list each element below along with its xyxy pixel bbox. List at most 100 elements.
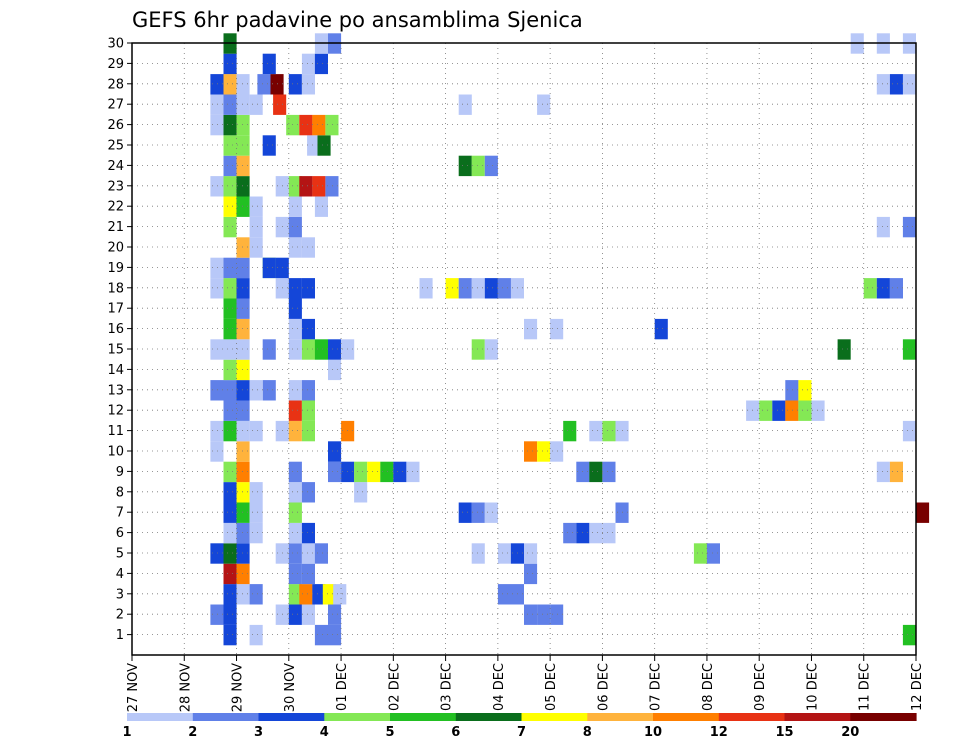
heat-cell (223, 461, 237, 483)
y-tick-label: 22 (107, 200, 124, 215)
heat-cell (288, 522, 302, 544)
heat-cell (236, 420, 250, 442)
heat-cell (902, 74, 916, 95)
heat-cell (223, 114, 237, 136)
heat-cell (236, 94, 250, 115)
heatmap-cells (210, 33, 930, 646)
heat-cell (223, 135, 237, 156)
heat-cell (223, 380, 237, 401)
y-tick-label: 21 (107, 220, 124, 235)
heat-cell (288, 237, 302, 258)
heat-cell (484, 155, 498, 177)
heat-cell (497, 278, 511, 299)
x-tick-label: 04 DEC (492, 663, 507, 711)
heat-cell (902, 420, 916, 442)
heat-cell (301, 318, 315, 340)
heat-cell (550, 441, 564, 462)
heat-cell (223, 400, 237, 421)
y-tick-label: 27 (107, 98, 124, 113)
heat-cell (341, 461, 355, 483)
heat-cell (380, 461, 394, 483)
heat-cell (249, 522, 263, 544)
heat-cell (249, 196, 263, 217)
heat-cell (876, 216, 890, 238)
colorbar-swatch (718, 713, 786, 721)
heat-cell (210, 420, 224, 442)
heat-cell (328, 624, 342, 646)
heat-cell (299, 114, 313, 136)
heat-cell (288, 298, 302, 319)
heat-cell (301, 604, 315, 625)
x-tick-label: 07 DEC (649, 663, 664, 711)
heat-cell (654, 318, 668, 340)
heat-cell (210, 543, 224, 564)
heat-cell (249, 237, 263, 258)
heat-cell (223, 176, 237, 197)
x-tick-label: 03 DEC (440, 663, 455, 711)
heat-cell (236, 298, 250, 319)
heat-cell (341, 339, 355, 360)
heat-cell (236, 74, 250, 95)
heat-cell (210, 176, 224, 197)
heat-cell (484, 502, 498, 523)
heat-cell (589, 461, 603, 483)
heat-cell (210, 380, 224, 401)
heat-cell (223, 624, 237, 646)
heat-cell (325, 114, 339, 136)
heat-cell (236, 461, 250, 483)
heat-cell (589, 522, 603, 544)
heat-cell (210, 339, 224, 360)
heat-cell (223, 298, 237, 319)
heat-cell (288, 74, 302, 95)
heat-cell (236, 196, 250, 217)
heat-cell (314, 339, 328, 360)
heat-cell (312, 176, 326, 197)
heat-cell (301, 563, 315, 585)
heat-cell (524, 318, 538, 340)
colorbar-swatch (784, 713, 851, 721)
heat-cell (236, 563, 250, 585)
colorbar-swatch (127, 713, 194, 721)
y-tick-label: 1 (116, 628, 124, 643)
heat-cell (785, 400, 799, 421)
heat-cell (210, 114, 224, 136)
heat-cell (811, 400, 825, 421)
heat-cell (288, 461, 302, 483)
x-tick-label: 01 DEC (335, 663, 350, 711)
heat-cell (223, 543, 237, 564)
heat-cell (299, 584, 313, 605)
y-tick-label: 26 (107, 118, 124, 133)
heat-cell (236, 543, 250, 564)
colorbar-label: 8 (583, 725, 592, 740)
heat-cell (223, 196, 237, 217)
x-tick-label: 30 NOV (283, 663, 298, 712)
heat-cell (223, 482, 237, 503)
heat-cell (328, 604, 342, 625)
heat-cell (301, 74, 315, 95)
heat-cell (262, 380, 276, 401)
heat-cell (471, 278, 485, 299)
heat-cell (301, 380, 315, 401)
heat-cell (223, 74, 237, 95)
heat-cell (458, 502, 472, 523)
colorbar-label: 2 (188, 725, 197, 740)
heat-cell (223, 563, 237, 585)
heat-cell (889, 74, 903, 95)
x-tick-label: 11 DEC (858, 663, 873, 711)
y-tick-label: 4 (116, 567, 124, 582)
heat-cell (223, 502, 237, 523)
heat-cell (249, 502, 263, 523)
heat-cell (419, 278, 433, 299)
heat-cell (537, 441, 551, 462)
colorbar-swatch (455, 713, 523, 721)
y-tick-label: 25 (107, 139, 124, 154)
heat-cell (837, 339, 851, 360)
heat-cell (301, 278, 315, 299)
heat-cell (772, 400, 786, 421)
heat-cell (706, 543, 720, 564)
x-tick-label: 09 DEC (753, 663, 768, 711)
heat-cell (223, 420, 237, 442)
heat-cell (785, 380, 799, 401)
heat-cell (288, 563, 302, 585)
heat-cell (510, 584, 524, 605)
